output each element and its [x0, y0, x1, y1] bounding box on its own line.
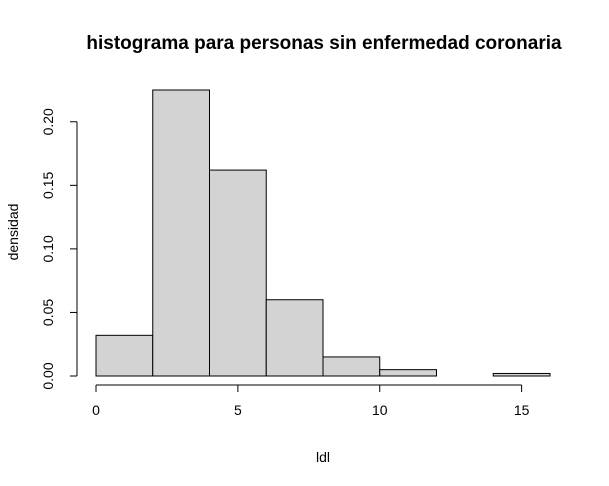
- histogram-bar: [265, 299, 324, 377]
- y-tick-label: 0.00: [40, 362, 56, 389]
- x-tick-label: 10: [372, 402, 388, 418]
- histogram-bar: [209, 169, 267, 377]
- y-tick-label: 0.20: [40, 108, 56, 135]
- histogram-bar: [492, 372, 551, 377]
- bars-group: [95, 89, 551, 377]
- x-axis-label: ldl: [316, 449, 330, 465]
- histogram-bar: [152, 89, 210, 377]
- y-tick-label: 0.05: [40, 299, 56, 326]
- histogram-bar: [95, 334, 154, 377]
- x-tick-label: 0: [92, 402, 100, 418]
- x-axis: 0 5 10 15: [92, 384, 530, 418]
- x-tick-label: 15: [514, 402, 530, 418]
- chart-title: histograma para personas sin enfermedad …: [86, 33, 562, 54]
- x-tick-label: 5: [234, 402, 242, 418]
- y-axis-label: densidad: [5, 204, 21, 261]
- y-axis: 0.00 0.05 0.10 0.15 0.20: [40, 108, 78, 390]
- histogram-bar: [379, 369, 437, 377]
- y-tick-label: 0.15: [40, 171, 56, 198]
- y-tick-label: 0.10: [40, 235, 56, 262]
- histogram-bar: [322, 356, 381, 377]
